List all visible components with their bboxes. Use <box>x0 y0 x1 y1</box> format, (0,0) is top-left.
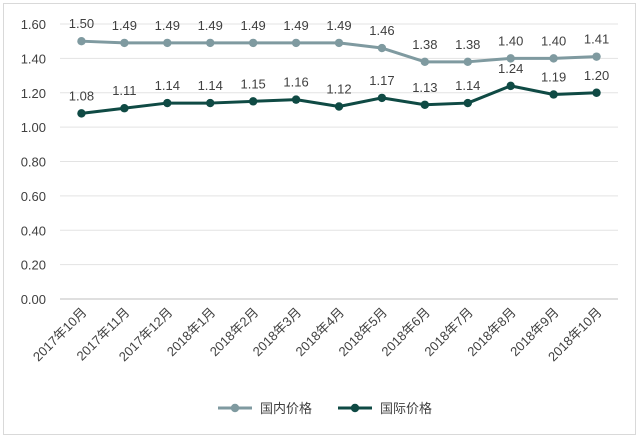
data-point <box>120 38 129 48</box>
data-label: 1.19 <box>541 69 566 84</box>
y-tick-label: 1.40 <box>21 51 46 66</box>
data-point <box>506 54 515 63</box>
data-point <box>248 97 258 106</box>
data-point <box>291 38 301 48</box>
legend-swatch-marker <box>230 403 240 413</box>
legend-entry-2: 国际价格 <box>380 401 432 417</box>
data-point <box>163 38 172 48</box>
data-label: 1.08 <box>69 88 94 103</box>
data-label: 1.50 <box>69 16 94 31</box>
y-tick-label: 0.00 <box>21 292 46 307</box>
data-point <box>334 102 344 111</box>
data-label: 1.15 <box>240 76 265 91</box>
data-point <box>592 88 601 97</box>
legend-swatch-marker <box>350 403 360 413</box>
data-label: 1.41 <box>584 32 609 47</box>
data-label: 1.14 <box>155 78 180 93</box>
legend-entry-1: 国内价格 <box>260 401 312 417</box>
data-point <box>592 52 601 61</box>
data-point <box>420 57 430 67</box>
y-tick-label: 0.20 <box>21 258 46 273</box>
data-label: 1.49 <box>198 18 223 33</box>
data-label: 1.14 <box>198 78 223 93</box>
data-point <box>463 57 472 67</box>
data-label: 1.49 <box>326 18 351 33</box>
y-tick-label: 1.00 <box>21 120 46 135</box>
data-point <box>506 81 515 91</box>
data-label: 1.20 <box>584 68 609 83</box>
data-label: 1.14 <box>455 78 480 93</box>
data-point <box>377 43 387 53</box>
data-label: 1.11 <box>112 83 136 98</box>
data-label: 1.38 <box>455 37 480 52</box>
data-label: 1.38 <box>412 37 437 52</box>
data-label: 1.13 <box>412 80 437 95</box>
data-point <box>420 100 430 109</box>
chart-frame <box>3 3 636 435</box>
data-point <box>206 38 215 48</box>
data-point <box>549 54 558 63</box>
data-point <box>463 98 472 108</box>
data-point <box>206 98 215 108</box>
data-label: 1.16 <box>283 75 308 90</box>
data-label: 1.49 <box>155 18 180 33</box>
y-tick-label: 0.60 <box>21 189 46 204</box>
data-label: 1.46 <box>369 23 394 38</box>
data-point <box>549 90 558 99</box>
data-point <box>77 36 86 46</box>
data-label: 1.49 <box>112 18 137 33</box>
data-label: 1.49 <box>283 18 308 33</box>
data-label: 1.40 <box>498 33 523 48</box>
y-tick-label: 1.60 <box>21 17 46 32</box>
y-tick-label: 0.40 <box>21 223 46 238</box>
y-tick-label: 0.80 <box>21 155 46 170</box>
data-label: 1.40 <box>541 33 566 48</box>
data-label: 1.49 <box>240 18 265 33</box>
data-point <box>377 93 387 103</box>
data-label: 1.24 <box>498 61 523 76</box>
y-tick-label: 1.20 <box>21 86 46 101</box>
data-point <box>163 98 172 108</box>
data-point <box>120 104 129 113</box>
data-label: 1.12 <box>326 82 351 97</box>
data-point <box>77 109 86 118</box>
data-point <box>248 38 258 48</box>
data-point <box>291 95 301 104</box>
data-point <box>334 38 344 48</box>
data-label: 1.17 <box>369 73 394 88</box>
